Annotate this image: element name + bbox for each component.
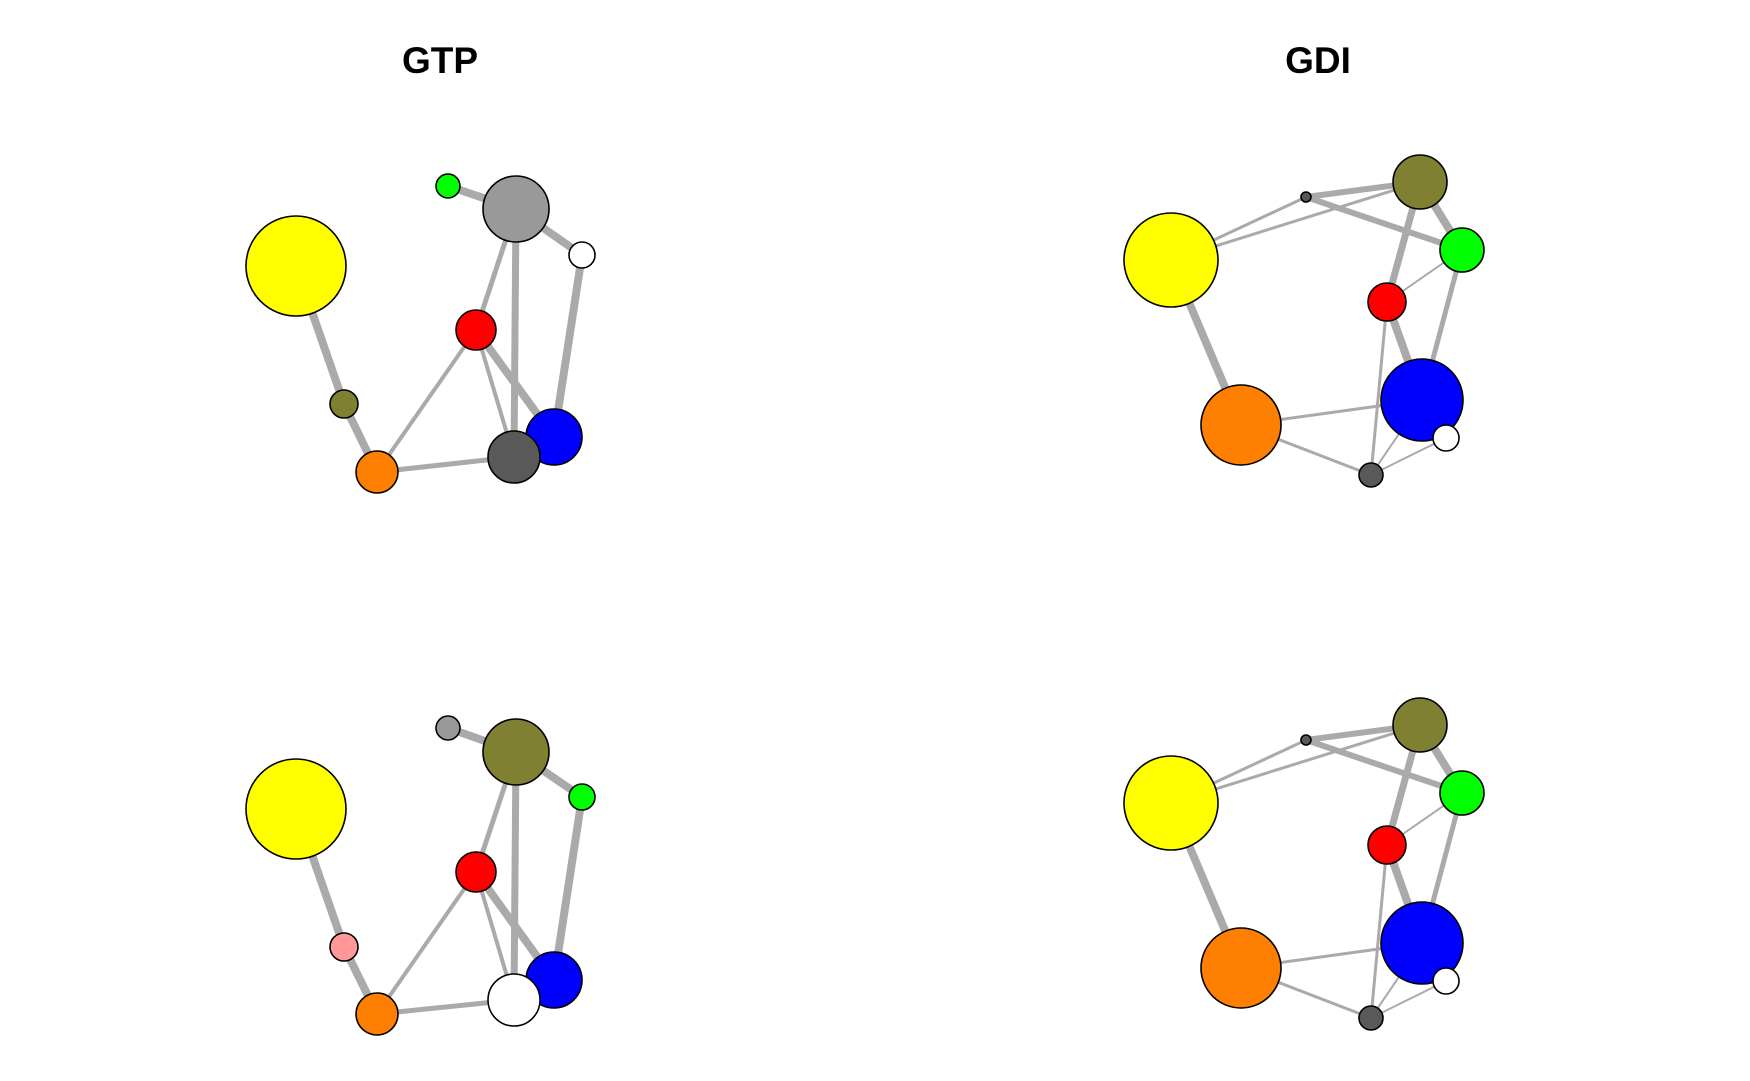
panel-title-gdi: GDI <box>1285 40 1351 81</box>
node-pink <box>329 932 359 962</box>
node-green <box>435 173 461 199</box>
panel-bottom-left <box>245 715 596 1036</box>
node-green <box>1439 770 1485 816</box>
node-blue <box>1380 358 1464 442</box>
edge-red-darkgray <box>1369 301 1389 476</box>
edge-orange-red <box>375 328 478 474</box>
node-red <box>1367 282 1407 322</box>
node-blue <box>1380 901 1464 985</box>
edge-tiny-green <box>1305 737 1463 796</box>
node-red <box>455 309 497 351</box>
node-darkgray <box>1358 1005 1384 1031</box>
nodes-bottom-right <box>1123 697 1485 1031</box>
edge-tiny-green <box>1305 194 1463 253</box>
node-darkgray <box>487 430 541 484</box>
node-orange <box>1200 384 1282 466</box>
panel-title-gtp: GTP <box>402 40 478 81</box>
node-yellow <box>245 758 347 860</box>
node-red <box>1367 825 1407 865</box>
node-tiny <box>1300 734 1312 746</box>
panel-bottom-right <box>1123 697 1485 1031</box>
edge-darkgray-white <box>1370 437 1447 476</box>
node-yellow <box>1123 212 1219 308</box>
edge-white-blue <box>550 254 586 438</box>
node-gray <box>482 175 550 243</box>
node-gray <box>435 715 461 741</box>
edge-darkgray-white <box>1370 980 1447 1019</box>
node-darkgray <box>1358 462 1384 488</box>
node-white <box>1432 424 1460 452</box>
node-yellow <box>245 215 347 317</box>
node-white <box>568 241 596 269</box>
node-red <box>455 851 497 893</box>
nodes-top-left <box>245 173 596 494</box>
edge-red-darkgray <box>1369 844 1389 1019</box>
panel-top-right: GDI <box>1123 40 1485 488</box>
node-green <box>568 783 596 811</box>
node-orange <box>355 450 399 494</box>
node-olive <box>1392 697 1448 753</box>
node-green <box>1439 227 1485 273</box>
panel-top-left: GTP <box>245 40 596 494</box>
node-olive <box>1392 154 1448 210</box>
node-yellow <box>1123 755 1219 851</box>
node-white <box>1432 967 1460 995</box>
node-tiny <box>1300 191 1312 203</box>
edge-gray-darkgray <box>510 208 520 458</box>
node-orange <box>355 992 399 1036</box>
edge-green-blue <box>550 796 586 981</box>
edge-olive-white <box>510 751 520 1001</box>
nodes-bottom-left <box>245 715 596 1036</box>
nodes-top-right <box>1123 154 1485 488</box>
edge-orange-red <box>375 870 478 1016</box>
node-olive <box>482 718 550 786</box>
node-olive <box>329 389 359 419</box>
node-white <box>487 973 541 1027</box>
node-orange <box>1200 927 1282 1009</box>
